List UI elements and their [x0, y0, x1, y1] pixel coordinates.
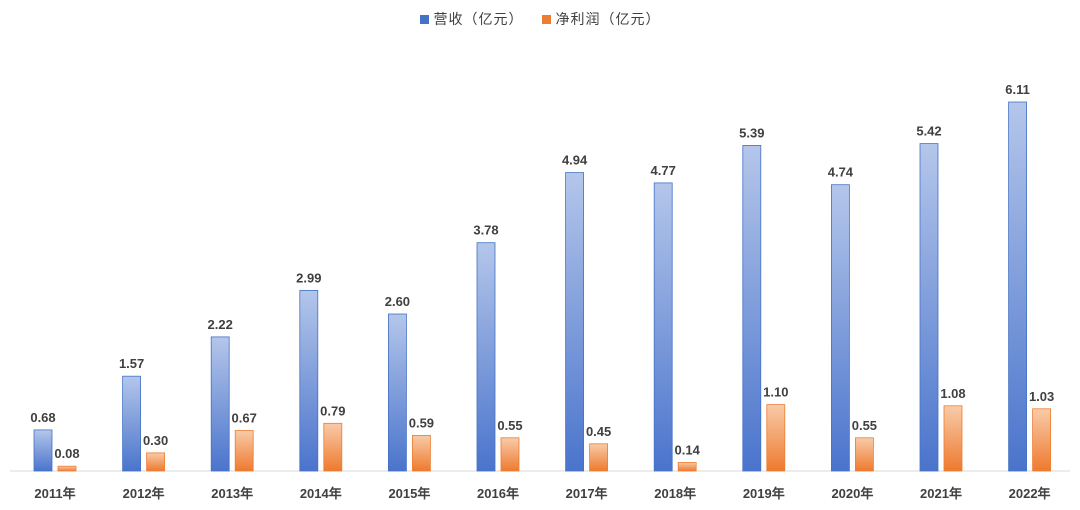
data-label-net-profit: 0.55 — [852, 418, 877, 433]
x-tick-label: 2017年 — [566, 486, 608, 501]
bar-revenue — [387, 313, 407, 472]
bar-net-profit — [943, 405, 963, 472]
data-label-revenue: 6.11 — [1005, 82, 1030, 97]
bar-net-profit — [500, 437, 520, 472]
data-label-net-profit: 0.08 — [54, 446, 79, 461]
data-label-revenue: 5.42 — [916, 124, 941, 139]
data-label-revenue: 1.57 — [119, 356, 144, 371]
bar-net-profit — [1032, 408, 1051, 472]
bar-revenue — [831, 184, 850, 472]
bar-revenue — [33, 429, 53, 472]
bar-revenue — [122, 375, 141, 472]
bar-net-profit — [234, 430, 254, 472]
bar-revenue — [476, 242, 496, 472]
bar-revenue — [919, 143, 939, 472]
bar-net-profit — [589, 443, 608, 472]
x-tick-label: 2011年 — [34, 486, 75, 501]
bar-net-profit — [57, 465, 77, 472]
x-tick-label: 2020年 — [831, 486, 873, 501]
data-label-revenue: 0.68 — [30, 410, 55, 425]
legend: 营收（亿元） 净利润（亿元） — [0, 8, 1080, 30]
x-tick-label: 2013年 — [211, 486, 253, 501]
legend-label-revenue: 营收（亿元） — [433, 11, 524, 27]
x-tick-label: 2015年 — [388, 486, 430, 501]
legend-swatch-net-profit — [541, 14, 551, 24]
x-tick-label: 2016年 — [477, 486, 519, 501]
data-label-net-profit: 0.59 — [409, 415, 434, 430]
bar-net-profit — [677, 462, 697, 472]
x-tick-label: 2022年 — [1009, 486, 1051, 501]
data-label-revenue: 4.74 — [828, 165, 854, 180]
data-label-revenue: 4.94 — [562, 153, 588, 168]
legend-swatch-revenue — [419, 14, 429, 24]
legend-item-net-profit: 净利润（亿元） — [541, 9, 661, 29]
data-label-net-profit: 0.30 — [143, 433, 168, 448]
x-tick-label: 2018年 — [654, 486, 696, 501]
bar-net-profit — [146, 452, 166, 472]
bar-revenue — [1008, 101, 1027, 472]
data-label-revenue: 2.99 — [296, 270, 321, 285]
data-label-revenue: 4.77 — [651, 163, 676, 178]
data-label-net-profit: 1.03 — [1029, 389, 1054, 404]
x-tick-label: 2012年 — [123, 486, 165, 501]
data-label-net-profit: 1.08 — [940, 386, 965, 401]
bar-revenue — [565, 172, 584, 472]
x-tick-label: 2014年 — [300, 486, 342, 501]
data-label-revenue: 5.39 — [739, 125, 764, 140]
bar-net-profit — [855, 437, 874, 472]
bar-revenue — [210, 336, 230, 472]
data-label-revenue: 2.60 — [385, 294, 410, 309]
bar-net-profit — [766, 404, 786, 472]
bar-revenue — [653, 182, 673, 472]
bar-revenue — [742, 144, 762, 472]
x-tick-label: 2021年 — [920, 486, 962, 501]
data-label-net-profit: 0.79 — [320, 403, 345, 418]
data-label-revenue: 2.22 — [208, 317, 233, 332]
data-label-net-profit: 0.45 — [586, 424, 611, 439]
legend-item-revenue: 营收（亿元） — [419, 9, 524, 29]
bar-net-profit — [323, 422, 343, 472]
data-label-net-profit: 1.10 — [763, 385, 788, 400]
data-label-revenue: 3.78 — [473, 223, 498, 238]
bar-revenue — [299, 289, 319, 472]
data-label-net-profit: 0.67 — [232, 411, 257, 426]
bar-net-profit — [411, 434, 431, 472]
x-tick-label: 2019年 — [743, 486, 785, 501]
legend-label-net-profit: 净利润（亿元） — [555, 11, 661, 27]
data-label-net-profit: 0.55 — [497, 418, 522, 433]
data-label-net-profit: 0.14 — [675, 443, 701, 458]
